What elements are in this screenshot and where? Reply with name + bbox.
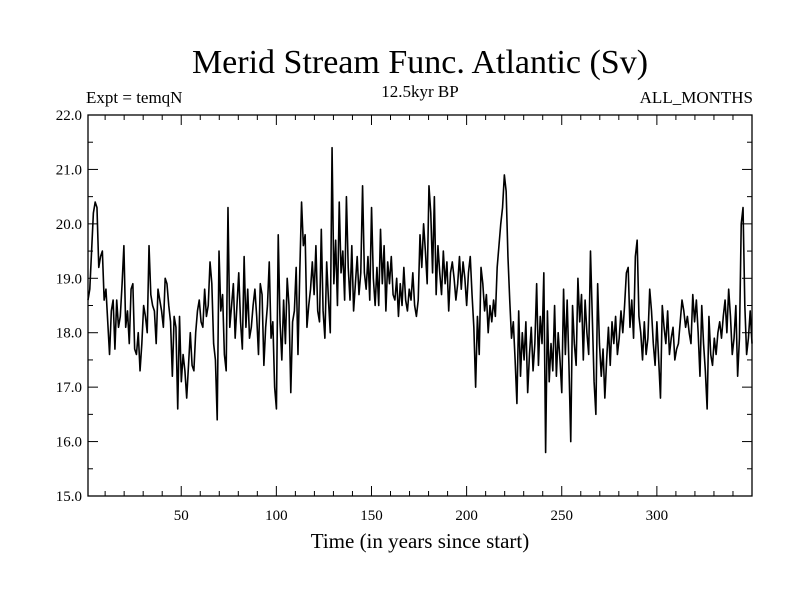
y-tick-label: 20.0 [56,217,82,233]
y-tick-label: 19.0 [56,271,82,287]
chart-subtitle-left: Expt = temqN [86,88,182,107]
x-tick-label: 50 [174,508,189,524]
y-tick-label: 22.0 [56,108,82,124]
x-tick-label: 100 [265,508,288,524]
y-tick-label: 18.0 [56,326,82,342]
y-tick-label: 17.0 [56,380,82,396]
y-tick-label: 16.0 [56,435,82,451]
x-tick-label: 200 [455,508,478,524]
plot-series [87,146,753,454]
plot-frame [87,114,753,497]
x-tick-label: 150 [360,508,383,524]
y-tick-label: 15.0 [56,489,82,505]
y-tick-label: 21.0 [56,162,82,178]
chart-title: Merid Stream Func. Atlantic (Sv) [192,44,648,81]
series-line [87,146,753,454]
chart-subtitle-right: ALL_MONTHS [640,88,753,107]
x-axis-label: Time (in years since start) [311,529,530,553]
chart-subtitle-center: 12.5kyr BP [381,82,458,101]
x-tick-label: 250 [550,508,573,524]
x-tick-label: 300 [646,508,669,524]
axis-ticks: 15.0 16.0 17.0 18.0 19.0 20.0 21.0 22.0 50 100 150… [56,108,752,524]
